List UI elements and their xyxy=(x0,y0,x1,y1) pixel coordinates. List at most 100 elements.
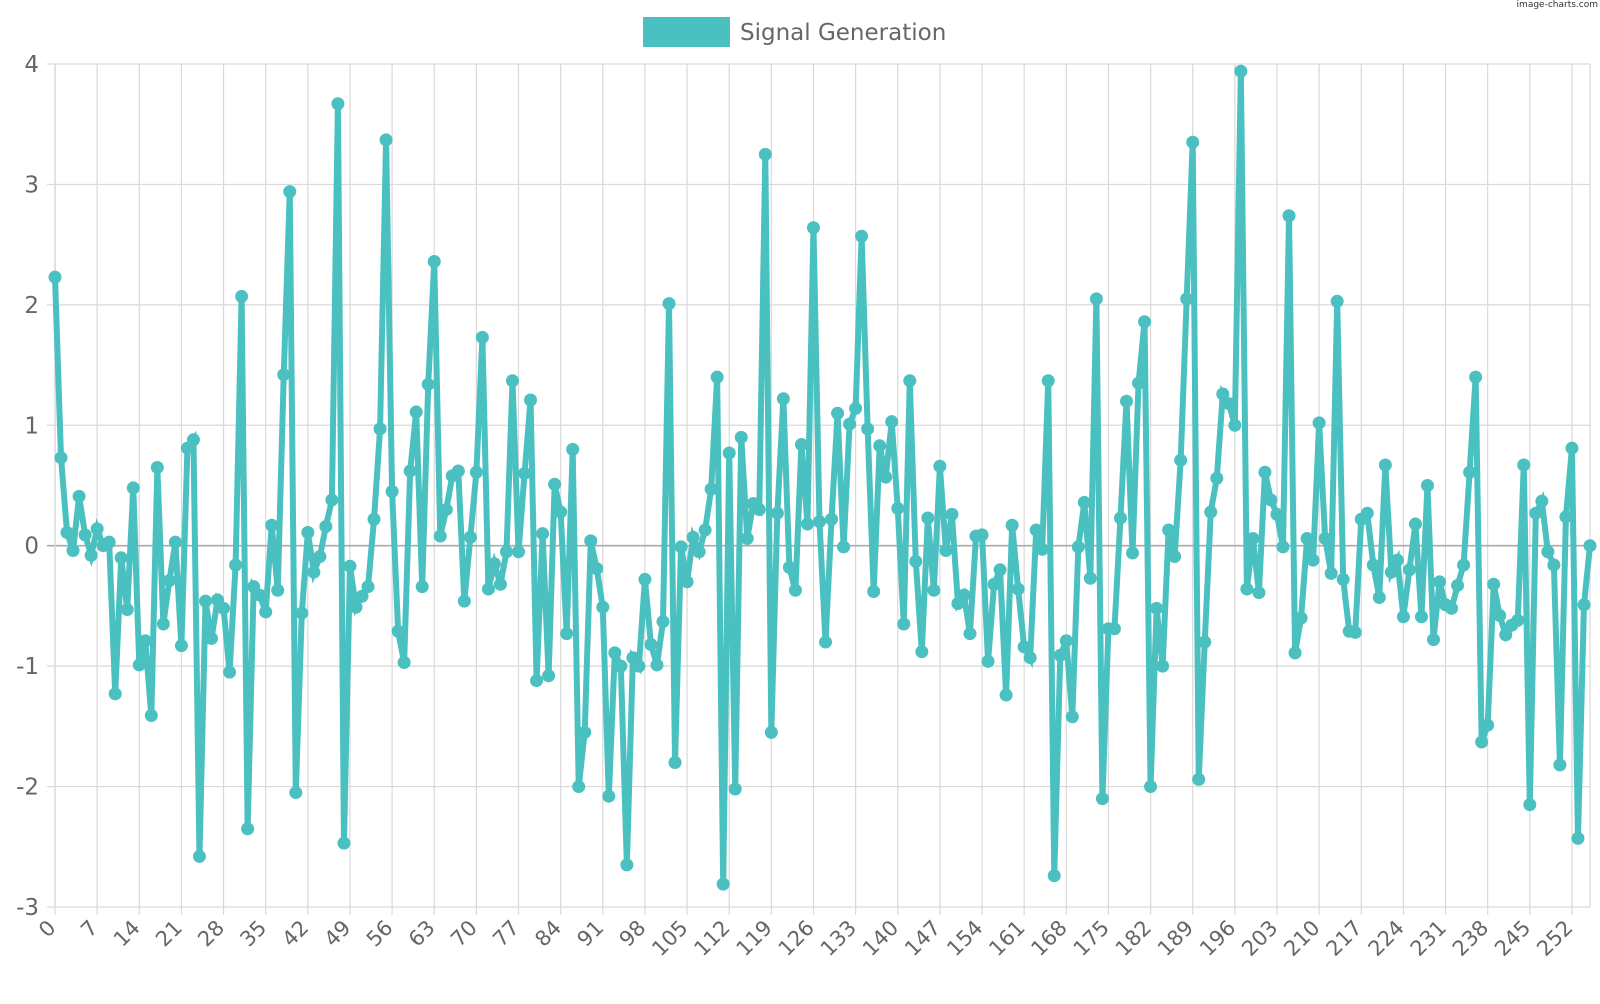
data-point xyxy=(439,503,453,517)
x-tick-label: 63 xyxy=(404,916,440,952)
watermark: image-charts.com xyxy=(1516,0,1598,10)
data-point xyxy=(1481,718,1495,732)
data-point xyxy=(156,617,170,631)
data-point xyxy=(271,583,285,597)
data-point xyxy=(1499,628,1513,642)
data-point xyxy=(518,466,532,480)
data-point xyxy=(1029,523,1043,537)
data-point xyxy=(620,858,634,872)
data-point xyxy=(463,530,477,544)
data-point xyxy=(433,529,447,543)
data-point xyxy=(1023,651,1037,665)
x-tick-label: 14 xyxy=(109,916,145,952)
data-point xyxy=(668,755,682,769)
data-point xyxy=(1583,539,1597,553)
data-point xyxy=(1282,209,1296,223)
data-point xyxy=(758,147,772,161)
data-point xyxy=(102,535,116,549)
data-point xyxy=(572,780,586,794)
data-point xyxy=(1270,507,1284,521)
data-point xyxy=(1119,394,1133,408)
x-tick-label: 56 xyxy=(362,916,398,952)
data-point xyxy=(1095,792,1109,806)
data-point xyxy=(602,789,616,803)
data-point xyxy=(235,289,249,303)
data-point xyxy=(505,374,519,388)
x-tick-label: 98 xyxy=(615,916,651,952)
x-tick-label: 133 xyxy=(816,916,861,961)
data-point xyxy=(1083,571,1097,585)
data-point xyxy=(1222,397,1236,411)
data-point xyxy=(120,603,134,617)
data-point xyxy=(1059,634,1073,648)
y-tick-label: -2 xyxy=(16,775,39,801)
data-point xyxy=(277,368,291,382)
data-point xyxy=(1348,625,1362,639)
data-point xyxy=(831,406,845,420)
data-point xyxy=(806,221,820,235)
data-point xyxy=(1126,546,1140,560)
data-point xyxy=(205,631,219,645)
data-point xyxy=(1228,418,1242,432)
data-point xyxy=(1053,648,1067,662)
data-point xyxy=(897,617,911,631)
data-point xyxy=(1535,494,1549,508)
data-point xyxy=(1089,292,1103,306)
data-point xyxy=(66,544,80,558)
x-tick-label: 147 xyxy=(900,916,945,961)
x-tick-label: 196 xyxy=(1195,916,1240,961)
data-point xyxy=(1186,135,1200,149)
data-point xyxy=(812,515,826,529)
data-point xyxy=(861,422,875,436)
data-point xyxy=(1336,572,1350,586)
data-point xyxy=(343,559,357,573)
data-point xyxy=(1312,416,1326,430)
data-point xyxy=(873,439,887,453)
data-point xyxy=(692,545,706,559)
data-point xyxy=(60,525,74,539)
data-point xyxy=(1372,591,1386,604)
data-point xyxy=(1324,566,1338,580)
data-point xyxy=(487,557,501,571)
data-point xyxy=(770,506,784,520)
data-point xyxy=(265,518,279,532)
x-tick-label: 182 xyxy=(1111,916,1156,961)
data-point xyxy=(90,522,104,536)
data-point xyxy=(289,786,303,800)
data-point xyxy=(1565,441,1579,455)
data-point xyxy=(301,525,315,539)
data-point xyxy=(999,688,1013,702)
data-point xyxy=(843,417,857,431)
data-point xyxy=(849,401,863,415)
data-point xyxy=(144,709,158,723)
x-tick-label: 238 xyxy=(1448,916,1493,961)
data-point xyxy=(542,669,556,683)
data-point xyxy=(981,654,995,668)
data-point xyxy=(1408,517,1422,531)
x-tick-label: 119 xyxy=(732,916,777,961)
data-point xyxy=(776,392,790,406)
x-tick-label: 91 xyxy=(572,916,608,952)
x-tick-label: 7 xyxy=(76,916,102,942)
data-point xyxy=(1300,531,1314,545)
x-tick-label: 154 xyxy=(942,916,987,961)
data-point xyxy=(1276,540,1290,554)
data-point xyxy=(1469,370,1483,384)
data-point xyxy=(72,489,86,503)
data-point xyxy=(427,255,441,268)
data-point xyxy=(1174,453,1188,467)
data-point xyxy=(1071,540,1085,554)
data-point xyxy=(578,725,592,739)
data-point xyxy=(1420,479,1434,492)
x-tick-label: 140 xyxy=(858,916,903,961)
data-point xyxy=(457,594,471,608)
data-point xyxy=(259,605,273,619)
data-point xyxy=(933,459,947,473)
data-point xyxy=(740,531,754,545)
data-point xyxy=(1463,465,1477,479)
data-point xyxy=(1553,758,1567,772)
data-point xyxy=(596,600,610,614)
y-tick-label: 4 xyxy=(24,52,39,78)
